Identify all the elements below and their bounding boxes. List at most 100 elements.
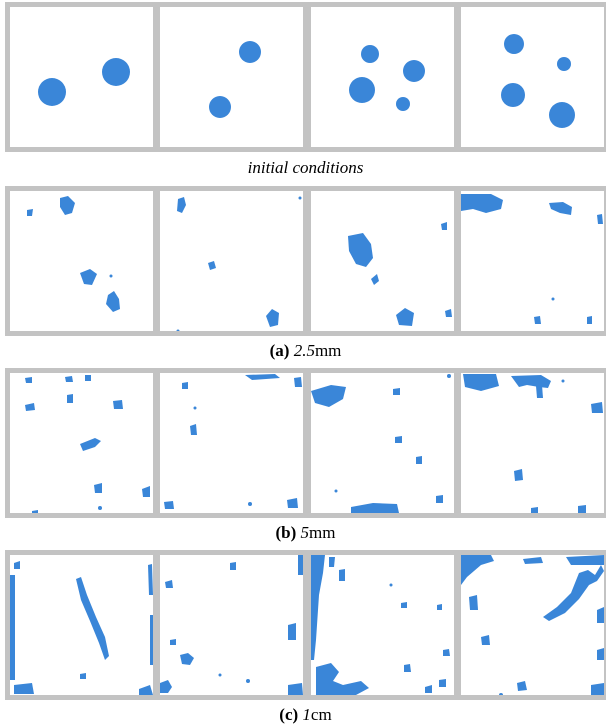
panel-c-4 <box>461 555 604 695</box>
droplet <box>499 693 503 695</box>
droplet <box>461 194 503 213</box>
droplet <box>190 424 197 435</box>
droplet <box>481 635 490 645</box>
row-c <box>5 550 606 700</box>
droplet <box>239 41 261 63</box>
droplet <box>298 196 302 200</box>
droplet <box>396 308 414 326</box>
caption-a: (a) 2.5mm <box>0 341 611 361</box>
droplet <box>597 214 603 224</box>
droplet <box>80 673 86 679</box>
droplet <box>230 562 236 570</box>
droplet <box>441 222 447 230</box>
row-initial-conditions <box>5 2 606 152</box>
droplet <box>437 604 442 610</box>
caption-label: (b) <box>275 523 297 542</box>
droplet-field <box>164 374 302 509</box>
caption-label: (a) <box>269 341 290 360</box>
droplet <box>557 57 571 71</box>
droplet <box>165 580 173 588</box>
caption-b: (b) 5mm <box>0 523 611 543</box>
droplet <box>361 45 379 63</box>
row-a <box>5 186 606 336</box>
panel-a-2 <box>160 191 303 331</box>
caption-value: 2.5 <box>293 341 315 360</box>
droplet <box>288 623 296 640</box>
droplet <box>523 557 543 564</box>
panel-a-4 <box>461 191 604 331</box>
panel-initial-1 <box>10 7 153 147</box>
droplet <box>245 374 280 380</box>
droplet <box>142 486 150 497</box>
droplet <box>208 261 216 270</box>
droplet <box>60 196 75 215</box>
droplet <box>511 375 551 388</box>
droplet <box>193 406 197 410</box>
droplet <box>76 577 109 660</box>
droplet <box>287 498 298 508</box>
droplet-field <box>27 196 120 312</box>
droplet <box>164 501 174 509</box>
droplet <box>534 316 541 324</box>
panel-initial-2 <box>160 7 303 147</box>
droplet <box>170 639 176 645</box>
droplet-field <box>463 374 603 513</box>
droplet <box>591 402 603 413</box>
droplet <box>531 507 538 513</box>
panel-c-2 <box>160 555 303 695</box>
droplet <box>27 209 33 216</box>
droplet <box>218 673 222 677</box>
droplet-field <box>209 41 261 118</box>
caption-unit: cm <box>310 705 332 724</box>
droplet <box>25 377 32 383</box>
droplet <box>514 469 523 481</box>
panel-b-2 <box>160 373 303 513</box>
droplet-field <box>176 196 302 331</box>
droplet <box>298 555 303 575</box>
droplet <box>597 648 604 660</box>
droplet <box>551 297 555 301</box>
droplet <box>395 436 402 443</box>
droplet-field <box>311 555 450 695</box>
droplet <box>180 653 194 665</box>
caption-label: (c) <box>279 705 299 724</box>
droplet <box>316 663 369 695</box>
panel-b-1 <box>10 373 153 513</box>
droplet <box>587 316 592 324</box>
droplet-field <box>501 34 575 128</box>
droplet <box>209 96 231 118</box>
droplet <box>311 555 325 660</box>
panel-a-1 <box>10 191 153 331</box>
droplet <box>311 385 346 407</box>
droplet <box>80 269 97 285</box>
droplet <box>14 561 20 569</box>
droplet <box>348 233 373 267</box>
droplet <box>339 569 345 581</box>
droplet <box>329 557 335 567</box>
panel-initial-4 <box>461 7 604 147</box>
droplet <box>106 291 120 312</box>
droplet <box>246 679 250 683</box>
droplet <box>536 385 543 398</box>
panel-c-3 <box>311 555 454 695</box>
droplet <box>597 607 604 623</box>
droplet <box>38 78 66 106</box>
droplet-field <box>349 45 425 111</box>
droplet <box>549 102 575 128</box>
droplet <box>461 555 494 585</box>
droplet <box>288 683 303 695</box>
droplet <box>447 374 451 378</box>
droplet <box>139 685 153 695</box>
droplet <box>443 649 450 656</box>
caption-initial: initial conditions <box>0 158 611 178</box>
droplet <box>113 400 123 409</box>
droplet <box>396 97 410 111</box>
panel-b-3 <box>311 373 454 513</box>
droplet-field <box>160 555 303 695</box>
panel-a-3 <box>311 191 454 331</box>
droplet <box>425 685 432 693</box>
droplet <box>349 77 375 103</box>
panel-initial-3 <box>311 7 454 147</box>
droplet-field <box>348 222 452 326</box>
droplet <box>148 564 153 595</box>
